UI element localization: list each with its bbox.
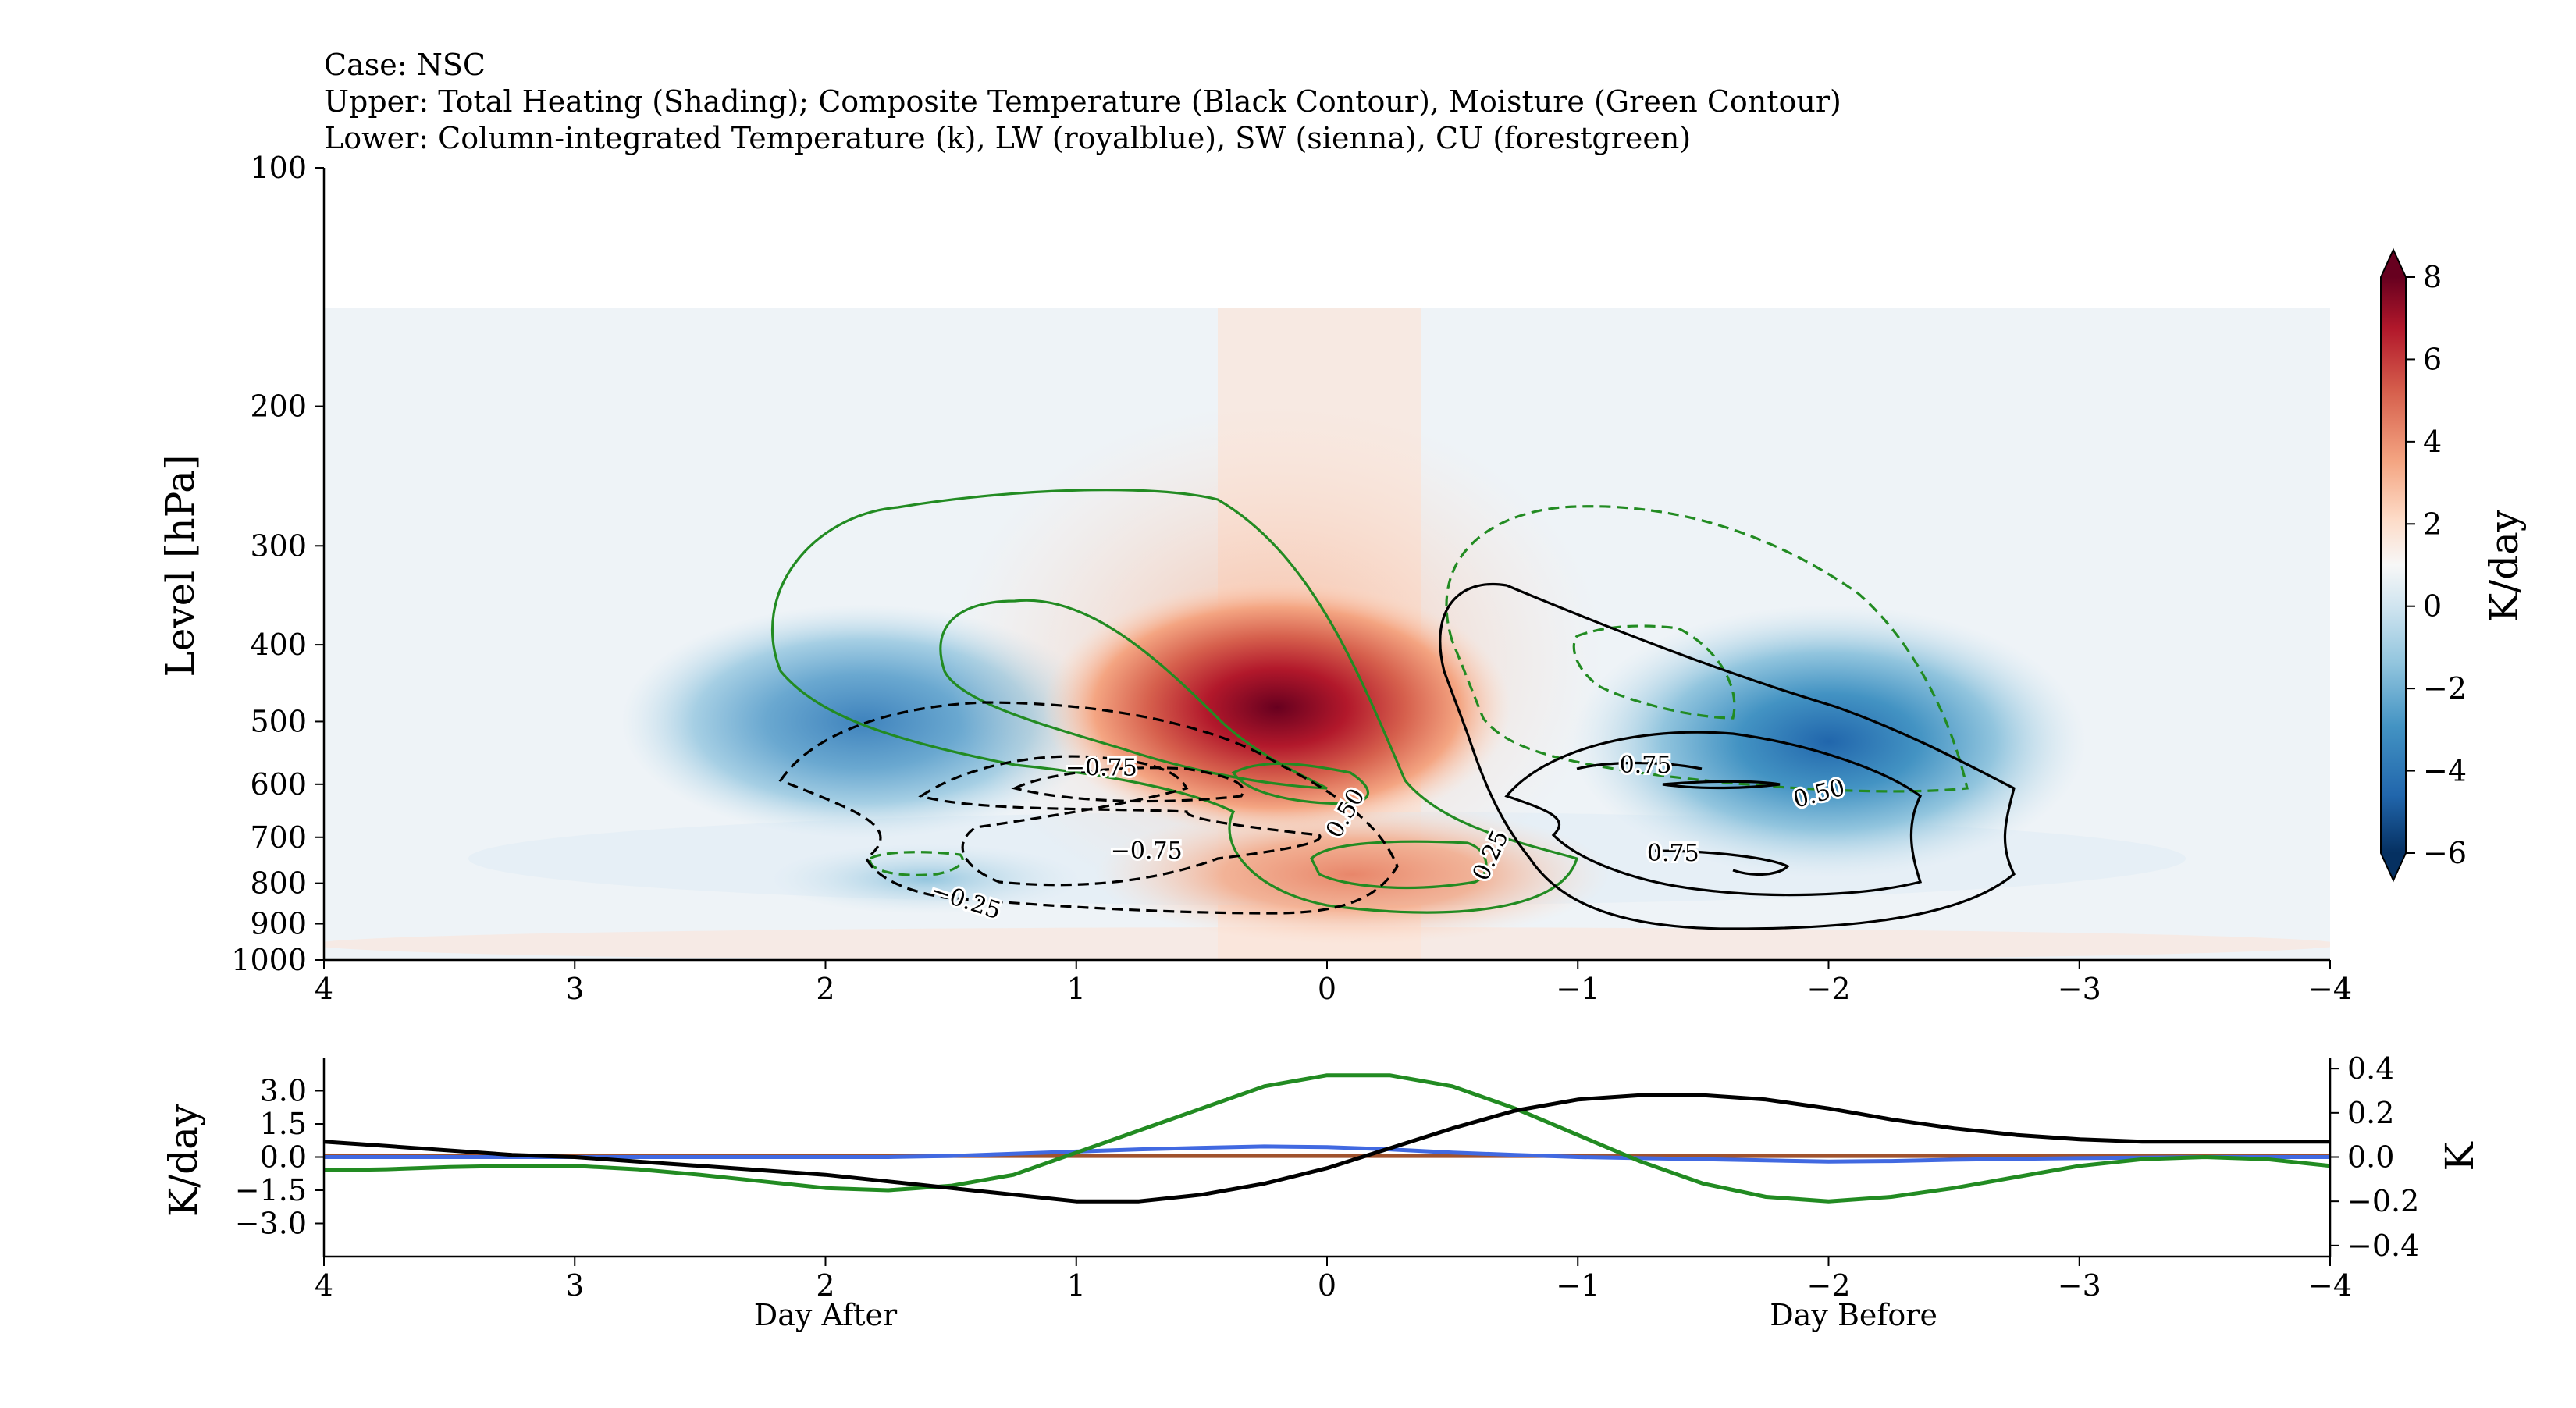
temperature-pos-inner bbox=[1576, 761, 1790, 876]
moisture-neg-inner bbox=[1572, 624, 1736, 720]
colorbar-body bbox=[2381, 277, 2406, 853]
moisture-pos-mid bbox=[939, 599, 1328, 790]
upper-y-tick-label: 1000 bbox=[231, 943, 307, 977]
moisture-pos-inner bbox=[1231, 762, 1370, 805]
colorbar-tick-label: −2 bbox=[2423, 671, 2467, 706]
upper-ylabel: Level [hPa] bbox=[158, 455, 203, 677]
upper-y-tick-label: 700 bbox=[250, 820, 307, 855]
colorbar-tick-label: 6 bbox=[2423, 342, 2442, 376]
title-line-2: Upper: Total Heating (Shading); Composit… bbox=[324, 84, 1841, 119]
upper-y-tick-label: 300 bbox=[250, 528, 307, 563]
upper-x-tick-label: 2 bbox=[816, 972, 834, 1006]
lower-x-tick-label: 2 bbox=[816, 1268, 834, 1303]
lower-right-y-tick-label: −0.4 bbox=[2347, 1228, 2419, 1263]
colorbar-tick-label: 0 bbox=[2423, 589, 2442, 624]
lower-left-y-tick-label: −3.0 bbox=[235, 1207, 307, 1241]
upper-y-tick-label: 900 bbox=[250, 907, 307, 941]
lower-left-y-tick-label: 3.0 bbox=[260, 1074, 307, 1108]
heating-shading bbox=[324, 168, 2330, 960]
colorbar-label: K/day bbox=[2482, 509, 2527, 622]
lower-annotation: Day Before bbox=[1770, 1298, 1937, 1332]
lower-x-tick-label: −3 bbox=[2058, 1268, 2101, 1303]
colorbar-tick-label: −6 bbox=[2423, 836, 2467, 870]
lower-annotation: Day After bbox=[754, 1298, 898, 1332]
colorbar-tick-label: −4 bbox=[2423, 754, 2467, 788]
lower-right-y-ticks: 0.4 0.2 0.0 −0.2 −0.4 bbox=[2330, 1051, 2419, 1263]
upper-y-tick-label: 200 bbox=[250, 389, 307, 424]
moisture-neg-outer bbox=[1445, 505, 1969, 793]
colorbar-bottom-extend bbox=[2381, 853, 2406, 880]
lower-annotations: Day After Day Before bbox=[754, 1298, 1937, 1332]
contour-label: 0.75 bbox=[1647, 840, 1699, 867]
contour-label: −0.75 bbox=[1111, 837, 1183, 865]
moisture-pos-low bbox=[1310, 840, 1488, 890]
lower-ylabel-right: K bbox=[2437, 1141, 2482, 1172]
lower-x-tick-label: 1 bbox=[1067, 1268, 1086, 1303]
lower-x-tick-label: 0 bbox=[1318, 1268, 1336, 1303]
lower-left-y-tick-label: 1.5 bbox=[260, 1107, 307, 1141]
upper-x-tick-label: −3 bbox=[2058, 972, 2101, 1006]
upper-x-tick-label: 1 bbox=[1067, 972, 1086, 1006]
lower-right-y-tick-label: 0.4 bbox=[2347, 1051, 2394, 1086]
temperature-pos-inner-right bbox=[1662, 780, 1781, 790]
upper-x-tick-label: −2 bbox=[1806, 972, 1850, 1006]
upper-axes: 4 3 2 1 0 −1 −2 −3 −4 100 200 300 400 500 600 700 800 90… bbox=[158, 151, 2352, 1006]
upper-y-tick-label: 800 bbox=[250, 866, 307, 901]
lower-left-y-tick-label: 0.0 bbox=[260, 1140, 307, 1175]
contour-label: −0.75 bbox=[1066, 755, 1137, 782]
heating-cooling-left-low bbox=[770, 844, 1082, 915]
upper-x-tick-label: −4 bbox=[2308, 972, 2352, 1006]
series-line-column-integrated-temperature bbox=[324, 1093, 2330, 1204]
lower-ylabel-left: K/day bbox=[161, 1104, 206, 1217]
contour-label: 0.75 bbox=[1620, 752, 1672, 779]
contours bbox=[771, 489, 2016, 930]
colorbar: 8 6 4 2 0 −2 −4 −6 K/day bbox=[2380, 247, 2527, 883]
lower-right-y-tick-label: −0.2 bbox=[2347, 1184, 2419, 1218]
upper-y-tick-label: 600 bbox=[250, 767, 307, 802]
colorbar-ticks: 8 6 4 2 0 −2 −4 −6 bbox=[2406, 260, 2467, 870]
upper-x-tick-label: 4 bbox=[315, 972, 333, 1006]
lower-x-ticks: 4 3 2 1 0 −1 −2 −3 −4 bbox=[315, 1257, 2352, 1303]
upper-x-tick-label: 0 bbox=[1318, 972, 1336, 1006]
upper-y-tick-label: 400 bbox=[250, 628, 307, 662]
lower-panel: 4 3 2 1 0 −1 −2 −3 −4 3.01.50.0−1.5−3.0 0.40.20.… bbox=[161, 1051, 2482, 1332]
colorbar-tick-label: 2 bbox=[2423, 507, 2442, 541]
lower-right-y-tick-label: 0.2 bbox=[2347, 1096, 2394, 1130]
lower-right-y-tick-label: 0.0 bbox=[2347, 1140, 2394, 1175]
lower-x-tick-label: −2 bbox=[1806, 1268, 1850, 1303]
series-line-cu bbox=[324, 1073, 2330, 1204]
heating-cooling-right bbox=[1571, 605, 2087, 879]
lower-x-tick-label: 3 bbox=[565, 1268, 584, 1303]
title-line-3: Lower: Column-integrated Temperature (k)… bbox=[324, 121, 1691, 155]
lower-series bbox=[324, 1073, 2330, 1204]
upper-x-ticks: 4 3 2 1 0 −1 −2 −3 −4 bbox=[315, 960, 2352, 1006]
temperature-neg-inner bbox=[1011, 766, 1245, 803]
lower-x-tick-label: −1 bbox=[1556, 1268, 1599, 1303]
colorbar-top-extend bbox=[2381, 250, 2406, 277]
upper-y-tick-label: 500 bbox=[250, 704, 307, 738]
colorbar-tick-label: 8 bbox=[2423, 260, 2442, 294]
temperature-neg-outer bbox=[778, 701, 1399, 915]
upper-x-tick-label: 3 bbox=[565, 972, 584, 1006]
lower-left-y-ticks: 3.01.50.0−1.5−3.0 bbox=[235, 1074, 324, 1241]
no-data-region bbox=[324, 168, 2330, 308]
lower-x-tick-label: −4 bbox=[2308, 1268, 2352, 1303]
temperature-neg-mid bbox=[918, 755, 1322, 887]
temperature-pos-outer bbox=[1439, 583, 2016, 930]
series-line-lw bbox=[324, 1144, 2330, 1164]
temperature-pos-mid bbox=[1504, 731, 1923, 897]
colorbar-tick-label: 4 bbox=[2423, 425, 2442, 459]
heating-core bbox=[1042, 578, 1511, 837]
title-line-1: Case: NSC bbox=[324, 48, 486, 82]
upper-y-tick-label: 100 bbox=[250, 151, 307, 185]
lower-left-y-tick-label: −1.5 bbox=[235, 1173, 307, 1207]
lower-x-tick-label: 4 bbox=[315, 1268, 333, 1303]
moisture-pos-outer bbox=[771, 489, 1578, 914]
moisture-neg-small bbox=[869, 851, 964, 876]
upper-x-tick-label: −1 bbox=[1556, 972, 1599, 1006]
